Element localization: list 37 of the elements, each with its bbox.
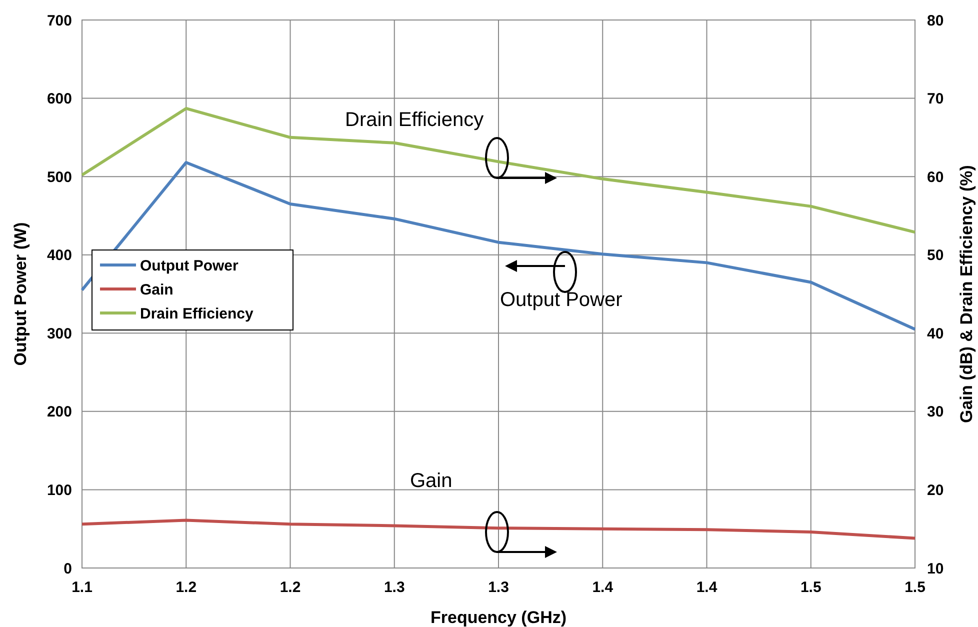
y2-tick-label: 10 [927,560,944,578]
y-tick-label: 400 [46,247,72,264]
y2-tick-label: 20 [927,482,944,499]
legend-label: Output Power [140,257,238,274]
x-tick-label: 1.3 [384,579,405,596]
line-series [80,106,916,234]
x-tick-label: 1.2 [176,579,197,596]
x-tick-label: 1.5 [904,579,926,596]
x-tick-label: 1.4 [696,579,718,596]
line-series [80,518,916,540]
x-tick-label: 1.5 [800,579,822,596]
y2-tick-label: 50 [927,247,944,264]
legend-label: Gain [140,281,174,298]
y-tick-label: 700 [46,12,72,30]
y-tick-label: 600 [46,90,72,108]
x-axis-title: Frequency (GHz) [430,608,567,627]
y-tick-label: 500 [46,168,72,186]
y-tick-label: 300 [46,325,72,342]
x-tick-label: 1.3 [488,579,509,596]
line-series [80,160,916,331]
y2-axis-title: Gain (dB) & Drain Efficiency (%) [957,165,976,423]
y-tick-label: 100 [46,482,72,499]
y2-tick-label: 40 [927,325,944,342]
annotation: Gain [410,470,452,492]
y-tick-label: 0 [64,560,72,578]
y-axis-title: Output Power (W) [11,222,30,366]
legend-label: Drain Efficiency [140,305,254,322]
x-tick-label: 1.1 [72,579,92,596]
x-tick-label: 1.4 [592,579,614,596]
y-tick-label: 200 [46,404,72,421]
x-tick-label: 1.2 [280,579,301,596]
y2-tick-label: 60 [927,168,944,186]
y2-tick-label: 70 [927,90,944,108]
y2-tick-label: 80 [927,12,944,30]
y2-tick-label: 30 [927,404,944,421]
annotation: Drain Efficiency [345,109,484,131]
annotation: Output Power [500,289,623,311]
